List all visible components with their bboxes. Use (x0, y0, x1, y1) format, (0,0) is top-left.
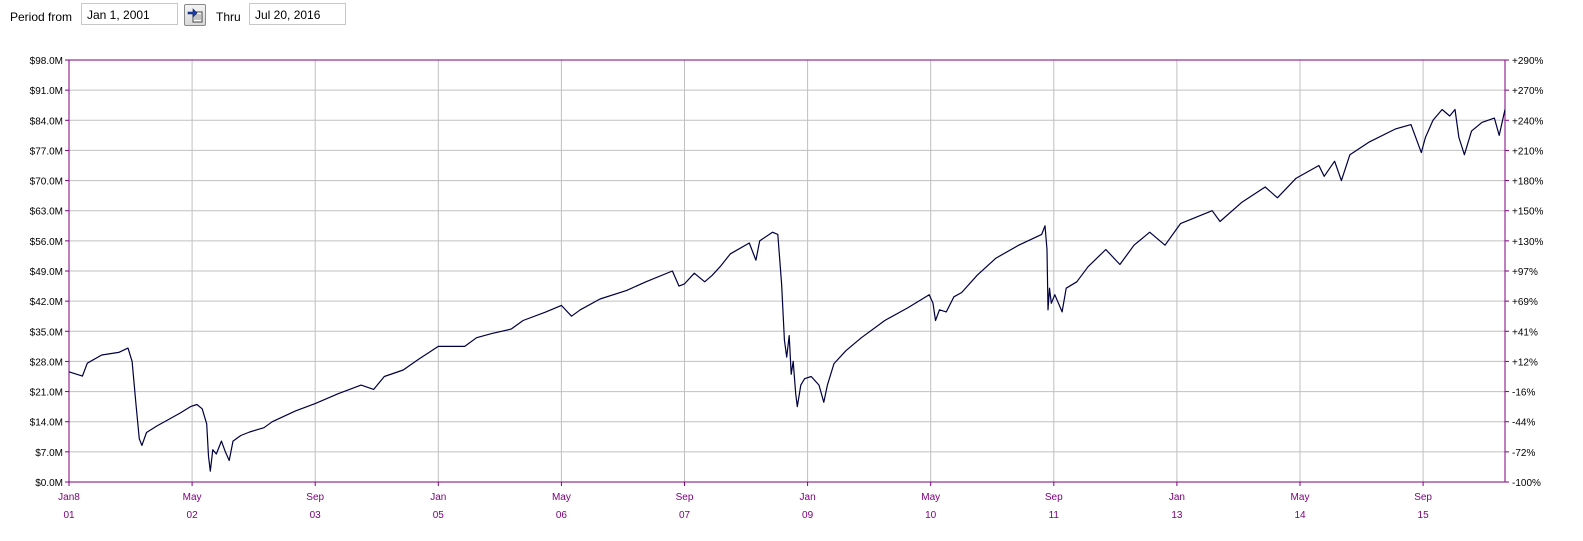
y2-tick-label: +290% (1512, 56, 1544, 67)
y-tick-label: $14.0M (30, 418, 63, 429)
y-tick-label: $91.0M (30, 86, 63, 97)
plot-frame (68, 59, 1506, 483)
x-tick-label: Jan8 (58, 492, 80, 503)
x-tick-label: Sep (1414, 492, 1432, 503)
y-tick-label: $70.0M (30, 177, 63, 188)
x-tick-label: May (921, 492, 940, 503)
y2-tick-label: +180% (1512, 177, 1544, 188)
x-tick-year-label: 01 (63, 510, 75, 521)
y-tick-label: $35.0M (30, 327, 63, 338)
apply-period-button[interactable] (184, 4, 206, 26)
y2-tick-label: +69% (1512, 297, 1538, 308)
x-tick-label: Sep (306, 492, 324, 503)
y-tick-label: $28.0M (30, 357, 63, 368)
thru-label: Thru (216, 10, 241, 24)
y2-tick-label: +210% (1512, 146, 1544, 157)
x-tick-label: Jan (800, 492, 816, 503)
y-tick-label: $49.0M (30, 267, 63, 278)
y-tick-label: $56.0M (30, 237, 63, 248)
y2-tick-label: -72% (1512, 448, 1535, 459)
y-tick-label: $77.0M (30, 146, 63, 157)
y-tick-label: $98.0M (30, 56, 63, 67)
x-tick-year-label: 11 (1049, 510, 1060, 521)
series-line (68, 108, 1506, 472)
x-tick-label: Sep (1045, 492, 1063, 503)
y2-tick-label: +97% (1512, 267, 1538, 278)
thru-date-field[interactable]: Jul 20, 2016 (249, 3, 346, 25)
x-tick-year-label: 13 (1171, 510, 1183, 521)
x-tick-year-label: 07 (679, 510, 691, 521)
y2-tick-label: -100% (1512, 478, 1541, 489)
period-toolbar: Period from Jan 1, 2001 Thru Jul 20, 201… (0, 0, 1583, 32)
y2-tick-label: +130% (1512, 237, 1544, 248)
x-tick-label: Jan (1169, 492, 1185, 503)
x-tick-label: May (183, 492, 202, 503)
x-tick-year-label: 02 (187, 510, 199, 521)
y-tick-label: $42.0M (30, 297, 63, 308)
y2-tick-label: +270% (1512, 86, 1544, 97)
y-tick-label: $84.0M (30, 116, 63, 127)
period-from-label: Period from (10, 10, 73, 24)
y-tick-label: $63.0M (30, 207, 63, 218)
x-tick-year-label: 10 (925, 510, 937, 521)
x-tick-label: May (552, 492, 571, 503)
y2-tick-label: +12% (1512, 357, 1538, 368)
y-tick-label: $21.0M (30, 388, 63, 399)
x-tick-year-label: 14 (1294, 510, 1306, 521)
x-tick-label: Jan (430, 492, 446, 503)
y2-tick-label: +240% (1512, 116, 1544, 127)
x-tick-year-label: 09 (802, 510, 814, 521)
y-tick-label: $0.0M (35, 478, 63, 489)
x-tick-year-label: 03 (310, 510, 322, 521)
y2-tick-label: +41% (1512, 327, 1538, 338)
x-tick-label: May (1291, 492, 1310, 503)
y2-tick-label: -44% (1512, 418, 1535, 429)
y2-tick-label: +150% (1512, 207, 1544, 218)
x-tick-year-label: 15 (1418, 510, 1430, 521)
x-tick-label: Sep (676, 492, 694, 503)
x-tick-year-label: 06 (556, 510, 568, 521)
period-from-field[interactable]: Jan 1, 2001 (81, 3, 178, 25)
y2-tick-label: -16% (1512, 388, 1535, 399)
x-tick-year-label: 05 (433, 510, 445, 521)
y-tick-label: $7.0M (35, 448, 63, 459)
